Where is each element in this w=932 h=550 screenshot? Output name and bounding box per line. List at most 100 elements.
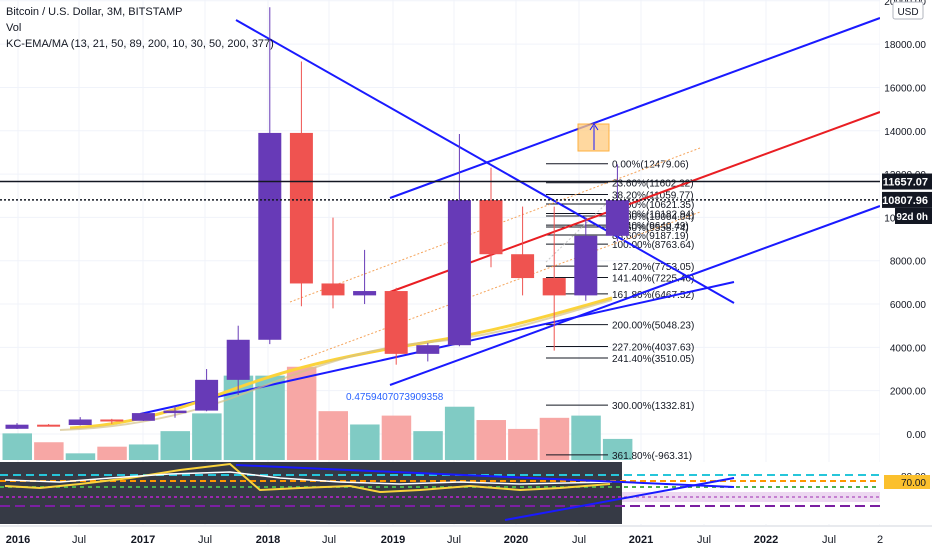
time-tick-4: 2018 xyxy=(256,534,280,546)
price-tick-2: 16000.00 xyxy=(884,83,926,94)
price-label-0: 11657.07 xyxy=(883,177,928,189)
candle-body-3 xyxy=(100,419,124,422)
annotation-ratio-text: 0.4759407073909358 xyxy=(346,392,444,403)
oscillator-background xyxy=(0,462,622,524)
grid-layer xyxy=(0,0,881,525)
volume-bar-1 xyxy=(34,442,64,460)
fib-label-0: 0.00%(12479.06) xyxy=(612,160,689,171)
time-tick-14: 2 xyxy=(877,534,883,546)
candle-body-8 xyxy=(258,132,282,340)
fib-label-6: 76.40%(9640.49) xyxy=(612,221,689,232)
candle-body-15 xyxy=(479,200,503,255)
volume-legend: Vol xyxy=(6,22,22,34)
volume-bar-0 xyxy=(2,433,32,460)
overlay-layer: 0.4759407073909358 xyxy=(0,123,880,403)
volume-bar-8 xyxy=(255,375,285,460)
fib-label-3: 50.00%(10621.35) xyxy=(612,200,694,211)
candle-body-11 xyxy=(353,291,377,296)
volume-bar-2 xyxy=(65,453,96,460)
candle-body-10 xyxy=(321,283,345,296)
time-tick-3: Jul xyxy=(198,534,212,546)
osc-support-line xyxy=(504,477,735,521)
osc-trend-line xyxy=(235,464,735,488)
volume-bar-16 xyxy=(508,428,538,460)
indicator-legend: KC-EMA/MA (13, 21, 50, 89, 200, 10, 30, … xyxy=(6,38,274,50)
candle-body-12 xyxy=(384,291,408,354)
fib-label-16: 300.00%(1332.81) xyxy=(612,401,694,412)
candle-body-13 xyxy=(416,345,440,354)
candle-body-0 xyxy=(5,424,29,429)
price-axis-background xyxy=(880,0,932,550)
price-tick-7: 6000.00 xyxy=(890,300,927,311)
candle-body-4 xyxy=(131,413,155,421)
countdown-label: 92d 0h xyxy=(896,212,928,223)
osc-line-yellow xyxy=(4,462,611,494)
candle-body-2 xyxy=(68,419,92,426)
chart-title: Bitcoin / U.S. Dollar, 3M, BITSTAMP xyxy=(6,6,183,18)
time-axis[interactable]: 2016 Jul 2017 Jul 2018 Jul 2019 Jul 2020 Jul 2021 J… xyxy=(0,525,932,550)
down-trend-line xyxy=(235,19,735,304)
countdown-bg xyxy=(895,208,932,224)
currency-label: USD xyxy=(897,7,918,18)
volume-bar-4 xyxy=(128,444,159,460)
time-tick-5: Jul xyxy=(322,534,336,546)
price-tick-3: 14000.00 xyxy=(884,127,926,138)
volume-bar-13 xyxy=(413,431,443,460)
price-label-bg-0 xyxy=(882,173,932,190)
price-tick-1: 18000.00 xyxy=(884,40,926,51)
volume-bar-15 xyxy=(476,420,506,460)
currency-badge xyxy=(892,1,924,20)
volume-bar-6 xyxy=(192,413,222,460)
fib-label-9: 100.00%(8763.64) xyxy=(612,240,694,251)
channel-lower-line xyxy=(389,205,881,386)
time-tick-11: Jul xyxy=(697,534,711,546)
price-tick-10: 0.00 xyxy=(907,430,927,441)
fib-label-5: 65.00%(10064.04) xyxy=(612,212,694,223)
candle-body-6 xyxy=(195,379,219,411)
channel-upper-line xyxy=(389,17,881,199)
time-tick-13: Jul xyxy=(822,534,836,546)
candle-body-18 xyxy=(574,235,598,296)
time-tick-8: 2020 xyxy=(504,534,528,546)
candles-layer xyxy=(5,7,629,430)
time-tick-12: 2022 xyxy=(754,534,778,546)
candle-body-17 xyxy=(542,278,566,296)
oscillator-panel xyxy=(0,462,880,524)
time-tick-9: Jul xyxy=(572,534,586,546)
time-tick-0: 2016 xyxy=(6,534,30,546)
projection-arrow-head xyxy=(589,123,599,131)
ema-curve-yellow xyxy=(69,296,613,430)
price-tick-9: 2000.00 xyxy=(890,387,927,398)
osc-level-bg-1 xyxy=(884,475,930,489)
price-label-bg-1 xyxy=(882,191,932,208)
osc-level-1: 70.00 xyxy=(901,478,926,489)
fib-label-17: 361.80%(-963.31) xyxy=(612,451,692,462)
time-axis-background xyxy=(0,526,932,550)
candle-body-1 xyxy=(37,424,61,427)
volume-bar-10 xyxy=(318,411,348,460)
fib-label-13: 200.00%(5048.23) xyxy=(612,321,694,332)
fib-label-14: 227.20%(4037.63) xyxy=(612,343,694,354)
candle-body-14 xyxy=(447,200,471,346)
dotted-guide-upper xyxy=(289,147,701,303)
price-axis[interactable]: 20000.0018000.0016000.0014000.0012000.00… xyxy=(880,0,932,550)
fib-label-8: 88.60%(9187.19) xyxy=(612,231,689,242)
volume-bar-19 xyxy=(602,438,633,460)
volume-bar-14 xyxy=(444,406,475,460)
volume-bar-17 xyxy=(539,417,570,460)
osc-highlight xyxy=(622,492,880,502)
candle-body-9 xyxy=(289,132,313,284)
fib-label-12: 161.80%(6467.52) xyxy=(612,290,694,301)
volume-bar-18 xyxy=(571,415,601,460)
time-tick-1: Jul xyxy=(72,534,86,546)
price-tick-6: 8000.00 xyxy=(890,257,927,268)
fib-retracement-layer: 0.00%(12479.06)23.60%(11602.22)38.20%(11… xyxy=(545,160,694,462)
volume-layer xyxy=(2,366,633,460)
candle-body-7 xyxy=(226,339,250,380)
channel-mid-line xyxy=(389,111,881,293)
candle-body-16 xyxy=(511,254,535,279)
fib-label-1: 23.60%(11602.22) xyxy=(612,179,694,190)
osc-line-white xyxy=(4,471,613,485)
time-tick-6: 2019 xyxy=(381,534,405,546)
